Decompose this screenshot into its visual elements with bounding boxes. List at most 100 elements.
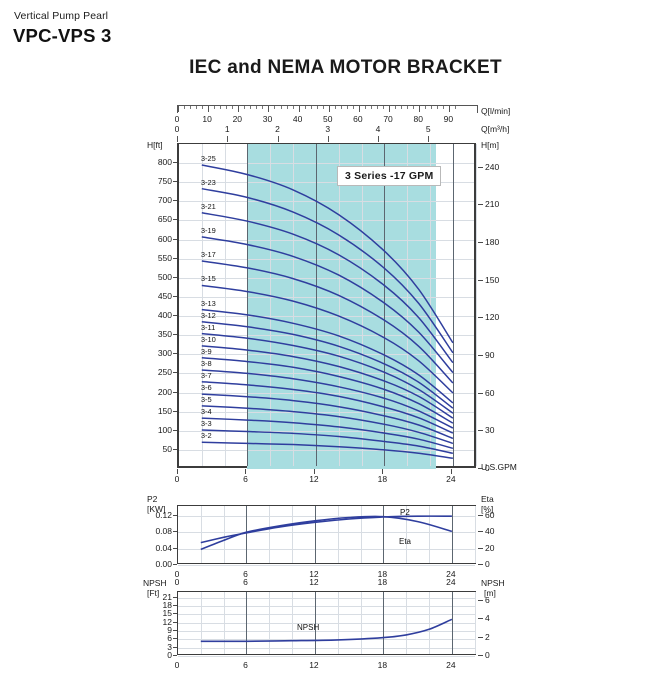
- gridline-vertical: [314, 592, 316, 654]
- axis-tick-label-usgpm: 12: [309, 660, 319, 670]
- gridline-horizontal: [178, 532, 475, 534]
- gridline-vertical: [269, 592, 271, 654]
- axis-tick-label-usgpm-top: 0: [174, 577, 180, 587]
- gridline-vertical: [270, 144, 272, 466]
- axis-unit-hm: H[m]: [481, 140, 499, 150]
- axis-tick-p2: [173, 515, 177, 517]
- npsh-chart: [177, 591, 476, 657]
- ruler-tick: [358, 106, 360, 112]
- gridline-vertical: [475, 144, 477, 466]
- performance-curve: [201, 393, 454, 440]
- gridline-vertical: [247, 144, 249, 466]
- gridline-vertical: [406, 592, 408, 654]
- gridline-vertical: [200, 592, 202, 654]
- axis-tick-label-usgpm: 18: [377, 474, 388, 484]
- axis-tick-qm3h: [327, 136, 329, 142]
- gridline-vertical: [451, 506, 453, 563]
- axis-tick-hft: [173, 448, 177, 450]
- axis-tick-hft: [173, 219, 177, 221]
- axis-tick-qm3h: [227, 136, 229, 142]
- axis-tick-label-qm3h: 2: [275, 124, 280, 134]
- gridline-vertical: [246, 592, 248, 654]
- gridline-horizontal: [178, 647, 475, 649]
- axis-tick-hft: [173, 429, 177, 431]
- axis-tick-label-p2: 0.12: [155, 510, 172, 521]
- axis-tick-hm: [478, 204, 483, 206]
- ruler-tick: [376, 106, 378, 109]
- axis-tick-label-npsh-ft: 3: [167, 641, 172, 652]
- curve-label-3-9: 3-9: [200, 346, 212, 356]
- ruler-tick: [340, 106, 342, 109]
- ruler-tick: [389, 106, 391, 112]
- ruler-tick: [407, 106, 409, 109]
- gridline-vertical: [292, 506, 294, 563]
- axis-tick-usgpm: [313, 469, 315, 474]
- gridline-horizontal: [178, 565, 475, 566]
- ruler-tick: [232, 106, 234, 109]
- axis-tick-label-hm: 210: [485, 199, 500, 210]
- gridline-horizontal: [179, 392, 474, 394]
- axis-tick-label-usgpm: 18: [377, 660, 388, 670]
- gridline-vertical: [338, 144, 340, 466]
- axis-tick-eta: [478, 547, 483, 549]
- axis-tick-npsh-ft: [173, 621, 177, 623]
- axis-tick-label-qlmin: 60: [353, 114, 363, 124]
- axis-tick-label-qlmin: 80: [413, 114, 423, 124]
- curve-label-3-10: 3-10: [200, 334, 216, 344]
- axis-unit-qm3h: Q[m³/h]: [481, 124, 510, 134]
- ruler-tick: [322, 106, 324, 109]
- gridline-vertical: [246, 506, 248, 563]
- gridline-vertical: [383, 592, 385, 654]
- series-callout-box: 3 Series -17 GPM: [337, 166, 442, 186]
- axis-tick-hft: [173, 315, 177, 317]
- axis-tick-hm: [478, 392, 483, 394]
- curve-eta: [200, 515, 453, 551]
- axis-tick-label-p2: 0.08: [155, 526, 172, 537]
- gridline-horizontal: [178, 548, 475, 550]
- model-title: VPC-VPS 3: [13, 25, 112, 46]
- axis-tick-npsh-ft: [173, 629, 177, 631]
- axis-tick-label-npsh-ft: 12: [162, 616, 172, 627]
- axis-tick-hm: [478, 242, 483, 244]
- axis-tick-label-hft: 550: [157, 252, 172, 263]
- axis-tick-label-usgpm: 6: [243, 474, 248, 484]
- ruler-tick: [455, 106, 457, 109]
- gridline-vertical: [223, 506, 225, 563]
- curve-label-3-19: 3-19: [200, 225, 216, 235]
- ruler-tick: [334, 106, 336, 109]
- axis-tick-npsh-m: [478, 600, 483, 602]
- axis-tick-eta: [478, 514, 483, 516]
- axis-tick-npsh-m: [478, 655, 483, 656]
- performance-curve: [201, 417, 454, 450]
- gridline-vertical: [429, 506, 431, 563]
- ruler-tick: [413, 106, 415, 109]
- axis-tick-label-hft: 500: [157, 271, 172, 282]
- axis-tick-hm: [478, 430, 483, 432]
- gridline-vertical: [292, 592, 294, 654]
- gridline-horizontal: [179, 316, 474, 318]
- page-title: IEC and NEMA MOTOR BRACKET: [189, 57, 502, 78]
- axis-tick-label-npsh-m: 6: [485, 595, 490, 606]
- axis-tick-eta: [478, 531, 483, 533]
- gridline-vertical: [315, 144, 317, 466]
- axis-tick-qm3h: [277, 136, 279, 142]
- axis-tick-label-hm: 30: [485, 425, 495, 436]
- axis-unit-p2-kw: [KW]: [147, 504, 166, 514]
- axis-tick-hft: [173, 162, 177, 164]
- gridline-horizontal: [179, 182, 474, 184]
- axis-tick-label-npsh-ft: 21: [162, 591, 172, 602]
- axis-tick-npsh-ft: [173, 596, 177, 598]
- gridline-vertical: [314, 506, 316, 563]
- axis-tick-eta: [478, 564, 483, 565]
- axis-tick-label-hft: 800: [157, 157, 172, 168]
- curve-label-3-11: 3-11: [200, 322, 216, 332]
- gridline-horizontal: [178, 622, 475, 624]
- ruler-tick: [449, 106, 451, 112]
- curve-label-3-13: 3-13: [200, 298, 216, 308]
- axis-tick-label-npsh-m: 0: [485, 650, 490, 660]
- axis-unit-p2: P2: [147, 494, 158, 504]
- axis-tick-label-usgpm: 6: [243, 660, 248, 670]
- midchart-curves-layer: [200, 515, 453, 551]
- curve-label-3-7: 3-7: [200, 370, 212, 380]
- axis-tick-hft: [173, 238, 177, 240]
